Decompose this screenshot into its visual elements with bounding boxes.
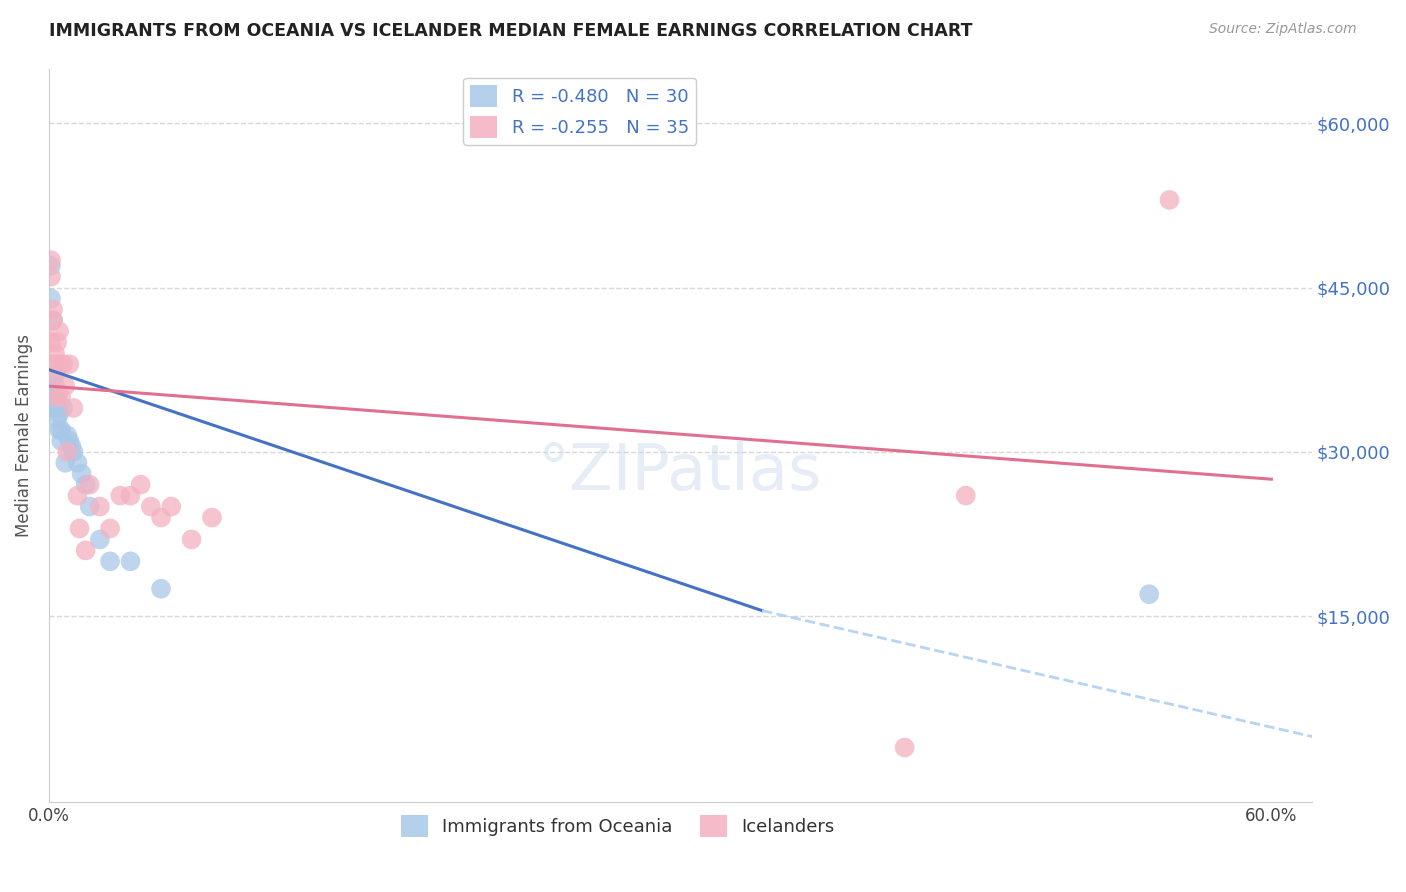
- Point: [48, 407, 70, 421]
- Point: [89, 533, 111, 547]
- Point: [1137, 587, 1160, 601]
- Point: [44, 368, 66, 383]
- Point: [52, 401, 75, 415]
- Text: Source: ZipAtlas.com: Source: ZipAtlas.com: [1209, 22, 1357, 37]
- Text: °ZIPatlas: °ZIPatlas: [538, 441, 823, 503]
- Point: [58, 434, 80, 448]
- Point: [46, 390, 69, 404]
- Point: [75, 543, 97, 558]
- Point: [89, 500, 111, 514]
- Point: [42, 357, 65, 371]
- Legend: Immigrants from Oceania, Icelanders: Immigrants from Oceania, Icelanders: [394, 808, 842, 845]
- Point: [42, 313, 65, 327]
- Point: [79, 477, 101, 491]
- Point: [39, 253, 62, 268]
- Point: [56, 445, 79, 459]
- Point: [48, 324, 70, 338]
- Point: [52, 357, 75, 371]
- Point: [201, 510, 224, 524]
- Point: [48, 357, 70, 371]
- Point: [51, 390, 73, 404]
- Point: [39, 269, 62, 284]
- Point: [39, 335, 62, 350]
- Point: [70, 467, 93, 481]
- Point: [120, 489, 142, 503]
- Point: [42, 313, 65, 327]
- Point: [62, 445, 84, 459]
- Point: [120, 554, 142, 568]
- Point: [46, 401, 69, 415]
- Point: [39, 292, 62, 306]
- Point: [53, 379, 76, 393]
- Point: [62, 401, 84, 415]
- Point: [66, 456, 89, 470]
- Point: [75, 477, 97, 491]
- Point: [44, 379, 66, 393]
- Point: [51, 423, 73, 437]
- Point: [42, 302, 65, 317]
- Point: [46, 412, 69, 426]
- Point: [955, 489, 977, 503]
- Point: [46, 335, 69, 350]
- Point: [48, 423, 70, 437]
- Point: [98, 521, 121, 535]
- Point: [46, 390, 69, 404]
- Point: [56, 428, 79, 442]
- Point: [150, 510, 173, 524]
- Point: [44, 390, 66, 404]
- Point: [79, 500, 101, 514]
- Point: [44, 346, 66, 360]
- Point: [180, 533, 202, 547]
- Point: [98, 554, 121, 568]
- Point: [1159, 193, 1181, 207]
- Point: [53, 456, 76, 470]
- Point: [69, 521, 91, 535]
- Point: [60, 439, 83, 453]
- Point: [42, 368, 65, 383]
- Point: [42, 390, 65, 404]
- Point: [110, 489, 132, 503]
- Point: [58, 357, 80, 371]
- Text: IMMIGRANTS FROM OCEANIA VS ICELANDER MEDIAN FEMALE EARNINGS CORRELATION CHART: IMMIGRANTS FROM OCEANIA VS ICELANDER MED…: [49, 22, 973, 40]
- Point: [44, 401, 66, 415]
- Point: [139, 500, 162, 514]
- Point: [160, 500, 183, 514]
- Point: [150, 582, 173, 596]
- Point: [66, 489, 89, 503]
- Y-axis label: Median Female Earnings: Median Female Earnings: [15, 334, 32, 537]
- Point: [39, 259, 62, 273]
- Point: [129, 477, 152, 491]
- Point: [893, 740, 915, 755]
- Point: [51, 434, 73, 448]
